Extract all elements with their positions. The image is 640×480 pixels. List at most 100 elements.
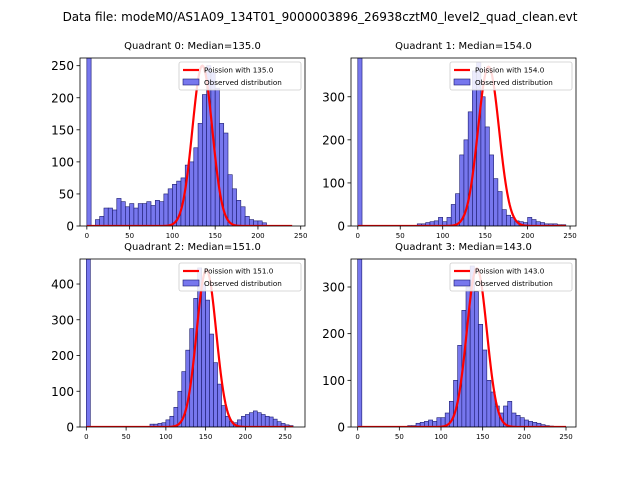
- quadrant-0-xtick-label: 0: [85, 232, 89, 240]
- quadrant-1-panel: Quadrant 1: Median=154.0 0 50 100 150 200 250 0…: [322, 41, 577, 240]
- quadrant-0-ytick-label: 50: [59, 187, 74, 201]
- quadrant-3-bar: [478, 324, 483, 427]
- legend-hist-swatch: [182, 279, 200, 287]
- quadrant-2-title: Quadrant 2: Median=151.0: [124, 242, 261, 253]
- quadrant-3-bar: [474, 291, 479, 427]
- quadrant-2-fit-line: [86, 268, 294, 427]
- legend-box: [449, 61, 573, 91]
- quadrant-3-panel: Quadrant 3: Median=143.0 0 50 100 150 200 250 0…: [322, 242, 577, 441]
- quadrant-1-ytick-label: 300: [322, 90, 345, 104]
- quadrant-1-bar: [497, 191, 503, 226]
- quadrant-2-ytick-label: 200: [51, 349, 74, 363]
- quadrant-0-bar: [159, 201, 165, 226]
- quadrant-0-bar: [99, 216, 105, 226]
- legend-hist-label: Observed distribution: [204, 279, 282, 288]
- quadrant-0-bar: [107, 207, 113, 226]
- quadrant-0-ytick-label: 250: [51, 59, 74, 73]
- quadrant-1-bar: [484, 126, 490, 226]
- quadrant-3-ytick-label: 0: [337, 421, 345, 435]
- quadrant-0-xtick-label: 150: [208, 232, 221, 240]
- quadrant-0-ytick-label: 200: [51, 91, 74, 105]
- quadrant-1-bar: [467, 111, 473, 226]
- quadrant-2-bar: [264, 415, 270, 427]
- legend-hist-label: Observed distribution: [475, 78, 553, 87]
- quadrant-0-bar: [163, 193, 169, 226]
- quadrant-0-fit-line: [86, 64, 293, 226]
- quadrant-0-bar: [120, 201, 126, 226]
- legend-fit-label: Poission with 143.0: [475, 267, 545, 276]
- legend-hist-label: Observed distribution: [204, 78, 282, 87]
- quadrant-3-bar: [507, 401, 513, 427]
- quadrant-3-axes-frame: [350, 258, 577, 428]
- quadrant-1-xtick-label: 250: [563, 232, 576, 240]
- legend-box: [178, 61, 302, 91]
- quadrant-0-axes-frame: [79, 57, 306, 227]
- quadrant-2-bar: [245, 414, 250, 427]
- quadrant-1-xtick-label: 150: [478, 232, 491, 240]
- quadrant-3-xtick-label: 200: [518, 433, 531, 441]
- quadrant-3-xtick-label: 150: [476, 433, 489, 441]
- quadrant-0-bar: [125, 206, 130, 226]
- quadrant-1-title: Quadrant 1: Median=154.0: [395, 41, 532, 52]
- quadrant-1-axes-frame: [350, 57, 577, 227]
- quadrant-2-bar: [209, 333, 214, 427]
- quadrant-0-bar: [189, 161, 195, 226]
- quadrant-2-bar: [256, 412, 262, 427]
- quadrant-3-ytick-label: 100: [322, 374, 345, 388]
- quadrant-2-bar: [217, 383, 222, 427]
- quadrant-0-ytick-label: 0: [66, 220, 74, 234]
- quadrant-3-ytick-label: 300: [322, 281, 345, 295]
- quadrant-0-bar: [244, 216, 250, 226]
- quadrant-0-bar: [236, 200, 242, 226]
- quadrant-2-bar: [268, 416, 274, 427]
- panels: Quadrant 0: Median=135.0 0 50 100 150 200 250 0…: [51, 41, 577, 441]
- quadrant-1-bar: [450, 204, 456, 226]
- legend-hist-swatch: [453, 279, 471, 287]
- quadrant-0-bar: [231, 188, 237, 226]
- quadrant-2-ytick-label: 0: [66, 421, 74, 435]
- quadrant-2-bar: [86, 259, 91, 427]
- quadrant-3-xtick-label: 50: [395, 433, 404, 441]
- quadrant-0-xtick-label: 100: [166, 232, 179, 240]
- quadrant-0-bar: [197, 123, 203, 226]
- quadrant-2-bar: [221, 405, 226, 427]
- quadrant-2-legend: Poission with 151.0 Observed distribution: [178, 262, 302, 292]
- quadrant-2-xtick-label: 0: [84, 433, 88, 441]
- quadrant-3-xtick-label: 0: [355, 433, 359, 441]
- quadrant-0-bar: [154, 200, 160, 226]
- quadrant-1-bar: [438, 217, 443, 226]
- quadrant-2-ytick-label: 300: [51, 313, 74, 327]
- quadrant-3-ytick-label: 200: [322, 327, 345, 341]
- quadrant-1-bar: [506, 214, 511, 226]
- quadrant-0-bar: [227, 174, 233, 226]
- quadrant-0-bar: [112, 209, 118, 226]
- quadrant-1-bar: [357, 58, 363, 226]
- quadrant-3-bar: [519, 417, 525, 427]
- quadrant-2-ytick-label: 400: [51, 278, 74, 292]
- quadrant-2-panel: Quadrant 2: Median=151.0 0 50 100 150 200 250 0…: [51, 242, 306, 441]
- quadrant-0-xtick-label: 250: [294, 232, 307, 240]
- quadrant-1-ytick-label: 200: [322, 133, 345, 147]
- quadrant-0-bar: [86, 58, 92, 226]
- quadrant-2-bar: [213, 362, 218, 427]
- legend-fit-label: Poission with 154.0: [475, 66, 545, 75]
- quadrant-3-bar: [486, 380, 492, 427]
- quadrant-2-bar: [201, 283, 206, 427]
- legend-hist-swatch: [453, 78, 471, 86]
- quadrant-1-xtick-label: 0: [356, 232, 360, 240]
- quadrant-1-ytick-label: 0: [337, 220, 345, 234]
- quadrant-1-bar: [493, 178, 499, 226]
- quadrant-1-ytick-label: 100: [322, 176, 345, 190]
- quadrant-2-bar: [272, 418, 278, 427]
- quadrant-3-bar: [482, 349, 488, 427]
- quadrant-3-xtick-label: 250: [559, 433, 572, 441]
- quadrant-2-xtick-label: 150: [199, 433, 212, 441]
- quadrant-0-bar: [133, 207, 139, 226]
- quadrant-3-legend: Poission with 143.0 Observed distribution: [449, 262, 573, 292]
- quadrant-2-bar: [253, 410, 258, 427]
- quadrant-0-bar: [150, 205, 156, 226]
- quadrant-0-legend: Poission with 135.0 Observed distribution: [178, 61, 302, 91]
- quadrant-3-fit-line: [357, 267, 566, 427]
- quadrant-2-bar: [241, 415, 246, 427]
